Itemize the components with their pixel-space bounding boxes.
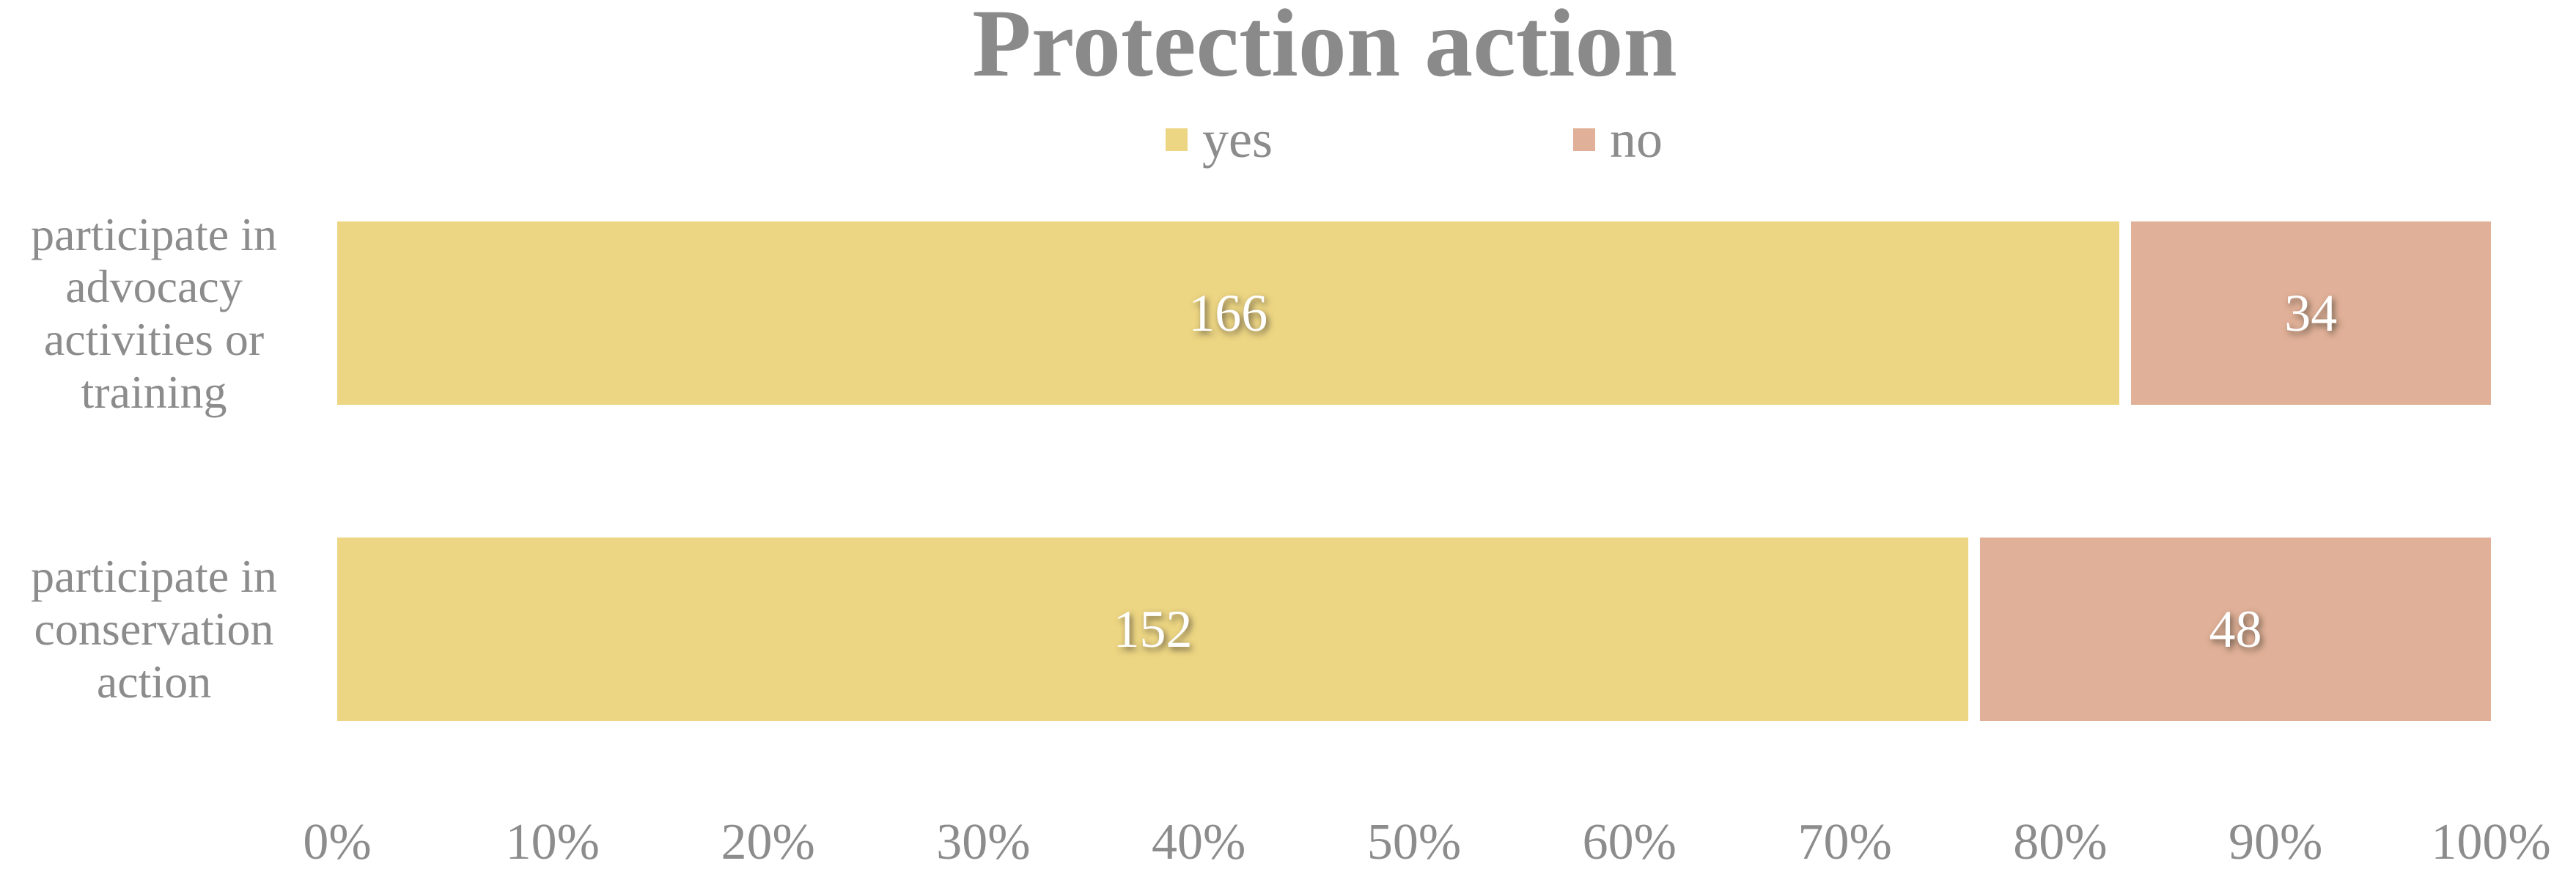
bar-segment-yes-1: 152	[337, 538, 1968, 721]
x-axis: 0% 10% 20% 30% 40% 50% 60% 70% 80% 90% 100%	[0, 814, 2576, 880]
x-axis-tick-10pct: 10%	[505, 814, 600, 870]
x-axis-tick-100pct: 100%	[2431, 814, 2551, 870]
x-axis-tick-30pct: 30%	[936, 814, 1031, 870]
legend-label-yes: yes	[1202, 110, 1273, 169]
bar-segment-no-0: 34	[2130, 221, 2491, 405]
bar-value-label: 166	[1188, 284, 1268, 342]
legend-swatch-yes	[1166, 128, 1188, 151]
legend-item-no: no	[1572, 110, 1663, 169]
x-axis-tick-80pct: 80%	[2013, 814, 2108, 870]
legend-item-yes: yes	[1166, 113, 1273, 166]
bar-value-label: 152	[1113, 600, 1193, 659]
x-axis-tick-60pct: 60%	[1582, 814, 1677, 870]
legend-label-no: no	[1609, 110, 1663, 169]
chart-title: Protection action	[972, 0, 1677, 97]
category-label-0: participate in advocacy activities or tr…	[31, 208, 277, 418]
category-label-1: participate in conservation action	[31, 550, 277, 708]
x-axis-tick-90pct: 90%	[2229, 814, 2323, 870]
x-axis-tick-20pct: 20%	[721, 814, 815, 870]
x-axis-tick-40pct: 40%	[1152, 814, 1246, 870]
bar-row-1: 152 48	[337, 538, 2491, 721]
bar-segment-no-1: 48	[1979, 538, 2491, 721]
bar-row-0: 166 34	[337, 221, 2491, 405]
x-axis-tick-0pct: 0%	[303, 814, 372, 870]
x-axis-tick-50pct: 50%	[1366, 814, 1462, 870]
x-axis-tick-70pct: 70%	[1797, 814, 1892, 870]
bar-value-label: 34	[2284, 284, 2338, 342]
bar-value-label: 48	[2209, 600, 2262, 659]
legend: yes no	[337, 111, 2491, 167]
bar-segment-yes-0: 166	[337, 221, 2119, 405]
legend-swatch-no	[1572, 128, 1595, 151]
